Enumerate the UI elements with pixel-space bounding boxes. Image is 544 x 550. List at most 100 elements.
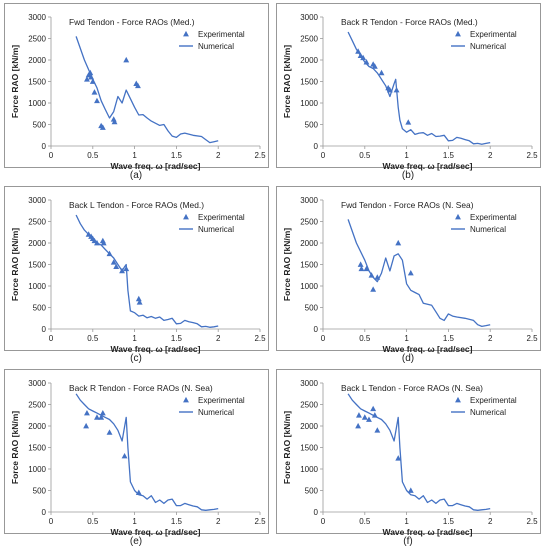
legend-label: Numerical [198,42,234,51]
x-tick-label: 2 [216,517,221,526]
y-axis-label: Force RAO [kN/m] [10,411,20,484]
series-line-numerical [75,214,219,328]
data-point-experimental [83,422,90,429]
legend-label: Numerical [198,225,234,234]
y-tick-label: 1000 [28,282,46,291]
data-point-experimental [134,82,141,89]
chart-svg: 0 500 1000 1500 2000 2500 3000 0 0.5 1 1.5 2 2.5 Wave… [276,369,541,547]
panel-caption: (a) [130,170,142,181]
chart-svg: 0 500 1000 1500 2000 2500 3000 0 0.5 1 1.5 2 2.5 Wave… [4,369,269,547]
chart-panel: 0 500 1000 1500 2000 2500 3000 0 0.5 1 1.5 2 2.5 Wave… [272,183,544,366]
x-tick-label: 2 [488,517,493,526]
chart-title: Back R Tendon - Force RAOs (Med.) [341,17,478,27]
data-point-experimental [135,295,142,302]
x-tick-label: 1 [132,517,137,526]
x-tick-label: 0.5 [359,334,371,343]
chart-frame [4,186,269,351]
chart-svg: 0 500 1000 1500 2000 2500 3000 0 0.5 1 1.5 2 2.5 Wave… [276,186,541,364]
data-point-experimental [110,259,117,265]
data-point-experimental [374,427,381,433]
data-point-experimental [360,54,367,61]
x-tick-label: 1.5 [443,517,455,526]
data-point-experimental [357,261,364,267]
y-axis-label: Force RAO [kN/m] [10,228,20,301]
y-tick-label: 2000 [300,239,318,248]
legend-label: Numerical [470,42,506,51]
x-tick-label: 0.5 [87,517,99,526]
y-tick-label: 1500 [28,261,46,270]
data-point-experimental [94,97,100,104]
data-point-experimental [358,265,365,272]
x-axis-label: Wave freq. ω [rad/sec] [110,527,200,537]
legend-swatch-triangle [455,396,461,403]
data-point-experimental [98,414,105,420]
data-point-experimental [361,414,368,420]
y-tick-label: 1500 [300,261,318,270]
y-tick-label: 1500 [28,444,46,453]
chart-panel: 0 500 1000 1500 2000 2500 3000 0 0.5 1 1.5 2 2.5 Wave… [0,0,272,183]
y-tick-label: 3000 [300,379,318,388]
x-tick-label: 1.5 [443,334,455,343]
legend-label: Experimental [198,30,245,39]
chart-title: Back L Tendon - Force RAOs (Med.) [69,200,204,210]
panel-caption: (d) [402,353,414,364]
x-axis-label: Wave freq. ω [rad/sec] [110,344,200,354]
data-point-experimental [100,239,107,246]
data-point-experimental [99,124,106,130]
x-tick-label: 1.5 [443,151,455,160]
chart-svg: 0 500 1000 1500 2000 2500 3000 0 0.5 1 1.5 2 2.5 Wave… [276,3,541,181]
y-tick-label: 2500 [300,401,318,410]
y-tick-label: 2500 [300,218,318,227]
y-tick-label: 3000 [28,13,46,22]
y-tick-label: 0 [42,325,47,334]
data-point-experimental [405,119,412,125]
legend-swatch-triangle [183,213,189,220]
legend-label: Experimental [470,213,517,222]
y-axis-label: Force RAO [kN/m] [282,45,292,118]
series-line-numerical [75,36,219,144]
x-tick-label: 2.5 [526,334,538,343]
series-line-numerical [347,219,491,328]
legend-swatch-triangle [183,396,189,403]
x-tick-label: 1.5 [171,517,183,526]
legend-label: Numerical [470,225,506,234]
x-tick-label: 2 [488,334,493,343]
y-tick-label: 2500 [300,35,318,44]
legend-label: Numerical [470,408,506,417]
x-tick-label: 0.5 [359,151,371,160]
chart-title: Fwd Tendon - Force RAOs (N. Sea) [341,200,474,210]
legend-label: Experimental [198,396,245,405]
legend-label: Numerical [198,408,234,417]
data-point-experimental [94,414,100,420]
data-point-experimental [407,487,414,493]
data-point-experimental [99,410,106,416]
legend-swatch-triangle [183,30,189,37]
data-point-experimental [407,270,414,276]
y-tick-label: 1500 [300,78,318,87]
legend-label: Experimental [470,30,517,39]
chart-svg: 0 500 1000 1500 2000 2500 3000 0 0.5 1 1.5 2 2.5 Wave… [4,186,269,364]
x-tick-label: 0 [321,517,326,526]
chart-frame [276,3,541,168]
y-tick-label: 500 [33,304,47,313]
data-point-experimental [355,422,362,429]
data-point-experimental [366,416,372,422]
x-axis-label: Wave freq. ω [rad/sec] [382,344,472,354]
y-tick-label: 0 [314,142,319,151]
y-axis-label: Force RAO [kN/m] [282,411,292,484]
data-point-experimental [91,89,98,95]
x-tick-label: 0 [321,151,326,160]
data-point-experimental [113,263,120,269]
data-point-experimental [370,405,377,412]
x-tick-label: 1 [404,334,409,343]
x-tick-label: 1.5 [171,334,183,343]
x-tick-label: 0 [321,334,326,343]
panel-caption: (f) [403,536,412,547]
y-tick-label: 1000 [300,282,318,291]
x-tick-label: 2.5 [254,151,266,160]
chart-panel: 0 500 1000 1500 2000 2500 3000 0 0.5 1 1.5 2 2.5 Wave… [0,183,272,366]
x-tick-label: 1 [132,334,137,343]
y-tick-label: 500 [305,121,319,130]
chart-panel: 0 500 1000 1500 2000 2500 3000 0 0.5 1 1.5 2 2.5 Wave… [0,366,272,549]
y-tick-label: 500 [305,304,319,313]
